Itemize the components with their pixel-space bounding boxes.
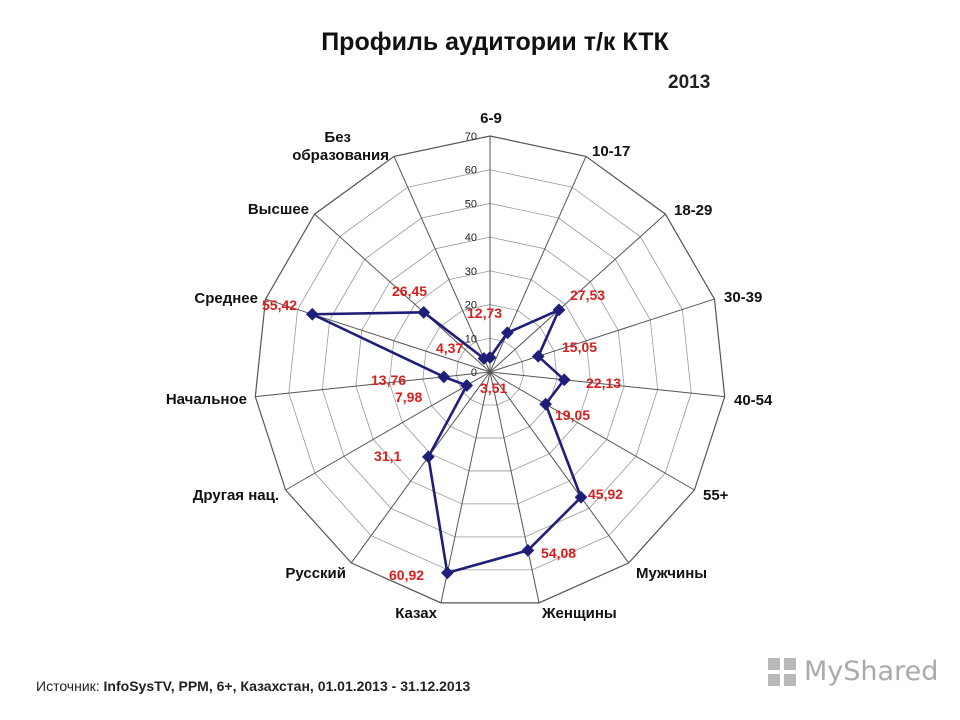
watermark-text: MyShared	[804, 656, 939, 687]
grid-ring	[288, 169, 692, 571]
category-label: Казах	[395, 605, 437, 622]
tick-label: 50	[465, 198, 477, 210]
grid-spoke	[393, 156, 491, 373]
series-line	[311, 308, 583, 575]
source-prefix: Источник:	[36, 678, 104, 694]
grid-spoke	[489, 298, 715, 373]
value-label: 3,51	[480, 380, 507, 396]
value-label: 31,1	[374, 448, 401, 464]
tick-label: 40	[465, 232, 477, 244]
category-label: Мужчины	[636, 565, 707, 582]
grid-spoke	[265, 298, 491, 373]
grid-spoke	[489, 371, 725, 398]
value-label: 26,45	[392, 283, 427, 299]
category-label: Другая нац.	[193, 487, 279, 504]
grid-ring	[321, 203, 659, 538]
value-label: 22,13	[586, 375, 621, 391]
category-label: 30-39	[724, 289, 762, 306]
grid-spoke	[285, 371, 491, 491]
value-label: 54,08	[541, 545, 576, 561]
category-label: Без образования	[292, 129, 389, 164]
data-point	[437, 370, 451, 384]
grid-spoke	[489, 371, 695, 491]
value-label: 45,92	[588, 486, 623, 502]
category-label: 40-54	[734, 392, 773, 409]
value-label: 12,73	[467, 305, 502, 321]
value-label: 27,53	[570, 287, 605, 303]
category-label: Среднее	[194, 290, 258, 307]
grid-spoke	[314, 213, 491, 373]
category-label: 55+	[703, 487, 729, 504]
data-point	[417, 305, 431, 319]
category-label: Русский	[285, 565, 346, 582]
value-label: 15,05	[562, 339, 597, 355]
data-point	[460, 379, 474, 392]
tick-label: 20	[465, 300, 477, 312]
source-value: InfoSysTV, PPM, 6+, Казахстан, 01.01.201…	[103, 678, 471, 694]
data-point	[501, 326, 514, 340]
category-label: 10-17	[592, 143, 630, 160]
category-labels: 6-9 10-17 18-29 30-39 40-54 55+ Мужчины Женщины…	[166, 110, 773, 622]
watermark: MyShared	[768, 652, 938, 692]
value-labels: 12,73 27,53 15,05 22,13 19,05 45,92 54,08 60,92…	[262, 283, 623, 583]
value-label: 19,05	[555, 407, 590, 423]
data-point	[440, 566, 454, 580]
category-label: Женщины	[541, 605, 617, 622]
category-label: Высшее	[248, 201, 309, 218]
category-label: 18-29	[674, 202, 712, 219]
data-point	[422, 450, 435, 464]
grid-ring	[355, 236, 625, 505]
category-label: Начальное	[166, 391, 247, 408]
watermark-logo-icon	[768, 658, 798, 688]
data-point	[477, 352, 491, 365]
tick-label: 10	[465, 333, 477, 345]
grid-spoke	[350, 371, 491, 564]
value-label: 60,92	[389, 567, 424, 583]
grid-ring	[254, 135, 726, 604]
tick-label: 70	[465, 131, 477, 143]
value-label: 13,76	[371, 372, 406, 388]
chart-title: Профиль аудитории т/к КТК	[321, 28, 669, 56]
chart-year: 2013	[668, 72, 711, 93]
grid-spoke	[489, 371, 630, 564]
radar-grid	[254, 135, 726, 604]
tick-label: 30	[465, 266, 477, 278]
grid-spoke	[489, 213, 666, 373]
grid-spoke	[440, 371, 491, 603]
grid-ring	[456, 337, 524, 406]
data-point	[305, 307, 319, 321]
grid-spoke	[255, 371, 491, 398]
value-label: 55,42	[262, 297, 297, 313]
source-note: Источник: InfoSysTV, PPM, 6+, Казахстан,…	[36, 678, 470, 694]
tick-label: 60	[465, 165, 477, 177]
tick-label: 0	[471, 367, 477, 379]
value-label: 7,98	[395, 389, 422, 405]
grid-ring	[389, 270, 591, 472]
value-label: 4,37	[436, 340, 463, 356]
radial-axis-ticks: 0 10 20 30 40 50 60 70	[465, 131, 477, 379]
category-label: 6-9	[480, 110, 502, 127]
grid-spoke	[489, 371, 540, 603]
